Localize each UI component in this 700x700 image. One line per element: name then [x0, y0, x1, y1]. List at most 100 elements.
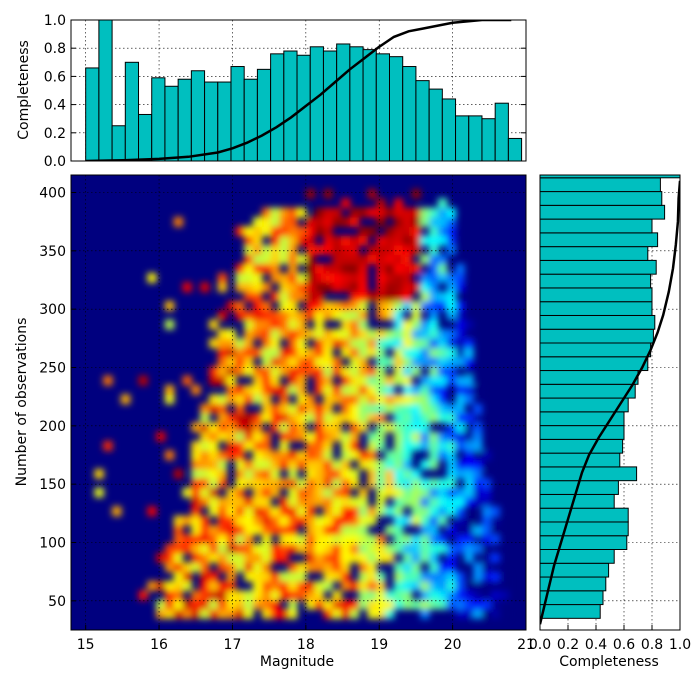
heatmap-cell: [349, 254, 360, 265]
heatmap-cell: [429, 273, 439, 283]
heatmap-cell: [385, 375, 395, 386]
heatmap-cell: [270, 413, 280, 423]
heatmap-cell: [226, 571, 236, 582]
heatmap-cell: [270, 599, 280, 610]
heatmap-cell: [138, 590, 148, 601]
heatmap-cell: [358, 207, 368, 218]
heatmap-cell: [429, 291, 439, 302]
right-bar: [540, 342, 652, 358]
right-bar: [540, 314, 656, 330]
heatmap-cell: [367, 571, 377, 582]
top-y-axis-label: Completeness: [16, 40, 32, 140]
heatmap-cell: [288, 562, 298, 573]
heatmap-cell: [297, 422, 307, 433]
heatmap-cell: [305, 553, 316, 563]
heatmap-cell: [235, 273, 245, 283]
heatmap-cell: [288, 413, 298, 423]
top-bars: [85, 20, 523, 161]
heatmap-cell: [402, 263, 413, 274]
heatmap-cell: [393, 450, 404, 461]
heatmap-cell: [270, 553, 280, 563]
heatmap-cell: [420, 357, 430, 367]
heatmap-cell: [385, 394, 395, 405]
heatmap-cell: [305, 441, 316, 451]
heatmap-cell: [164, 543, 175, 554]
heatmap-cell: [253, 301, 263, 311]
heatmap-cell: [270, 319, 280, 330]
heatmap-cell: [420, 394, 430, 405]
heatmap-cell: [314, 515, 324, 526]
right-x-tick-label: 0.2: [557, 637, 579, 653]
heatmap-cell: [297, 394, 307, 405]
heatmap-cell: [411, 553, 421, 563]
heatmap-cell: [297, 329, 307, 339]
heatmap-cell: [402, 403, 413, 414]
heatmap-cell: [455, 273, 465, 283]
heatmap-cell: [429, 375, 439, 386]
right-bar: [540, 204, 666, 220]
heatmap-cell: [402, 385, 413, 395]
heatmap-cell: [253, 562, 263, 573]
heatmap-cell: [393, 217, 404, 227]
heatmap-cell: [393, 571, 404, 582]
heatmap-cell: [473, 571, 483, 582]
heatmap-cell: [270, 422, 280, 433]
heatmap-cell: [429, 329, 439, 339]
heatmap-cell: [349, 431, 360, 442]
heatmap-cell: [402, 450, 413, 461]
right-bar: [540, 301, 653, 316]
heatmap-cell: [446, 543, 457, 554]
heatmap-cell: [244, 431, 254, 442]
heatmap-cell: [191, 422, 201, 433]
heatmap-cell: [332, 254, 342, 265]
heatmap-cell: [226, 506, 236, 517]
heatmap-cell: [411, 506, 421, 517]
heatmap-cell: [314, 599, 324, 610]
heatmap-cell: [393, 291, 404, 302]
heatmap-cell: [288, 217, 298, 227]
heatmap-cell: [429, 515, 439, 526]
heatmap-cell: [244, 469, 254, 479]
heatmap-cell: [446, 245, 457, 255]
heatmap-cell: [490, 609, 501, 619]
heatmap-cell: [411, 413, 421, 423]
heatmap-cell: [314, 525, 324, 535]
heatmap-cell: [288, 497, 298, 507]
heatmap-cell: [253, 525, 263, 535]
heatmap-cell: [481, 497, 492, 507]
heatmap-cell: [464, 497, 474, 507]
heatmap-cell: [437, 506, 448, 517]
heatmap-cell: [473, 403, 483, 414]
heatmap-cell: [217, 403, 228, 414]
heatmap-cell: [411, 217, 421, 227]
right-bar: [540, 273, 652, 289]
heatmap-cell: [411, 581, 421, 591]
heatmap-cell: [226, 590, 236, 601]
heatmap-cell: [341, 385, 351, 395]
heatmap-cell: [411, 245, 421, 255]
heatmap-cell: [164, 385, 175, 395]
heatmap-cell: [499, 590, 509, 601]
heatmap-cell: [261, 478, 272, 489]
right-x-tick-label: 0.4: [585, 637, 607, 653]
right-bar: [540, 287, 653, 303]
heatmap-cell: [429, 282, 439, 293]
heatmap-cell: [164, 394, 175, 405]
heatmap-cell: [376, 459, 386, 470]
heatmap-cell: [332, 469, 342, 479]
heatmap-cell: [314, 366, 324, 377]
heatmap-cell: [261, 245, 272, 255]
heatmap-cell: [94, 469, 104, 479]
heatmap-cell: [455, 459, 465, 470]
heatmap-cell: [402, 254, 413, 265]
top-bar: [441, 98, 457, 161]
right-bar: [540, 562, 610, 578]
heatmap-cell: [208, 553, 219, 563]
heatmap-cell: [341, 235, 351, 246]
heatmap-cell: [323, 366, 333, 377]
heatmap-cell: [393, 403, 404, 414]
heatmap-cell: [358, 553, 368, 563]
heatmap-cell: [437, 599, 448, 610]
main-x-tick-label: 19: [370, 637, 388, 653]
heatmap-cell: [341, 459, 351, 470]
